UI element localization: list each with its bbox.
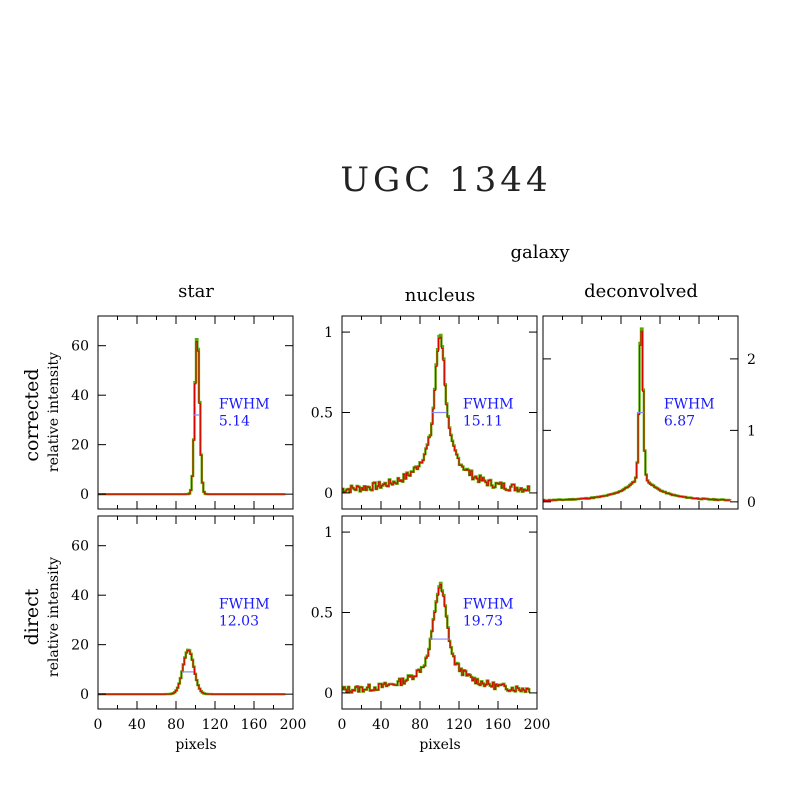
x-tick-label: 0 (338, 717, 347, 733)
y-tick-label: 0 (80, 487, 89, 503)
fwhm-value: 5.14 (219, 414, 250, 430)
y-tick-label: 20 (71, 638, 89, 654)
ylabel-corrected: relative intensity (46, 352, 62, 472)
column-label-deconvolved: deconvolved (584, 281, 698, 302)
row-label-corrected: corrected (21, 368, 43, 461)
y-tick-label: 0 (747, 495, 756, 511)
x-tick-label: 200 (280, 717, 307, 733)
y-tick-label: 40 (71, 388, 89, 404)
x-tick-label: 200 (524, 717, 551, 733)
row-label-direct: direct (21, 588, 43, 645)
fwhm-value: 19.73 (463, 614, 503, 630)
y-tick-label: 2 (747, 352, 756, 368)
y-tick-label: 1 (324, 525, 333, 541)
fwhm-label: FWHM (664, 397, 715, 413)
x-tick-label: 120 (202, 717, 229, 733)
model-profile-line (98, 341, 286, 495)
x-tick-label: 40 (128, 717, 146, 733)
y-tick-label: 0 (324, 686, 333, 702)
ylabel-direct: relative intensity (46, 557, 62, 677)
fwhm-label: FWHM (463, 397, 514, 413)
model-profile-line (342, 336, 530, 493)
fwhm-value: 6.87 (664, 414, 695, 430)
y-tick-label: 60 (71, 539, 89, 555)
x-tick-label: 0 (94, 717, 103, 733)
y-tick-label: 1 (324, 325, 333, 341)
x-tick-label: 160 (485, 717, 512, 733)
model-profile-line (342, 584, 530, 693)
y-tick-label: 1 (747, 423, 756, 439)
fwhm-label: FWHM (219, 597, 270, 613)
model-profile-line (543, 330, 731, 502)
fwhm-value: 15.11 (463, 414, 503, 430)
y-tick-label: 0.5 (311, 606, 333, 622)
fwhm-label: FWHM (219, 397, 270, 413)
x-tick-label: 160 (241, 717, 268, 733)
galaxy-label: galaxy (510, 242, 570, 263)
y-tick-label: 0.5 (311, 406, 333, 422)
xlabel-star: pixels (175, 737, 216, 753)
observed-profile-line (98, 338, 286, 496)
y-tick-label: 60 (71, 339, 89, 355)
x-tick-label: 120 (446, 717, 473, 733)
x-tick-label: 80 (167, 717, 185, 733)
fwhm-label: FWHM (463, 597, 514, 613)
figure-title: UGC 1344 (340, 160, 551, 200)
y-tick-label: 20 (71, 438, 89, 454)
x-tick-label: 40 (372, 717, 390, 733)
column-label-star: star (178, 281, 214, 302)
y-tick-label: 40 (71, 588, 89, 604)
y-tick-label: 0 (80, 687, 89, 703)
x-tick-label: 80 (411, 717, 429, 733)
model-profile-line (98, 650, 286, 695)
panels: 0204060FWHM5.1400.51FWHM15.11012FWHM6.87… (71, 315, 756, 733)
fwhm-value: 12.03 (219, 614, 259, 630)
column-label-nucleus: nucleus (405, 285, 476, 306)
y-tick-label: 0 (324, 486, 333, 502)
xlabel-nucleus: pixels (419, 737, 460, 753)
